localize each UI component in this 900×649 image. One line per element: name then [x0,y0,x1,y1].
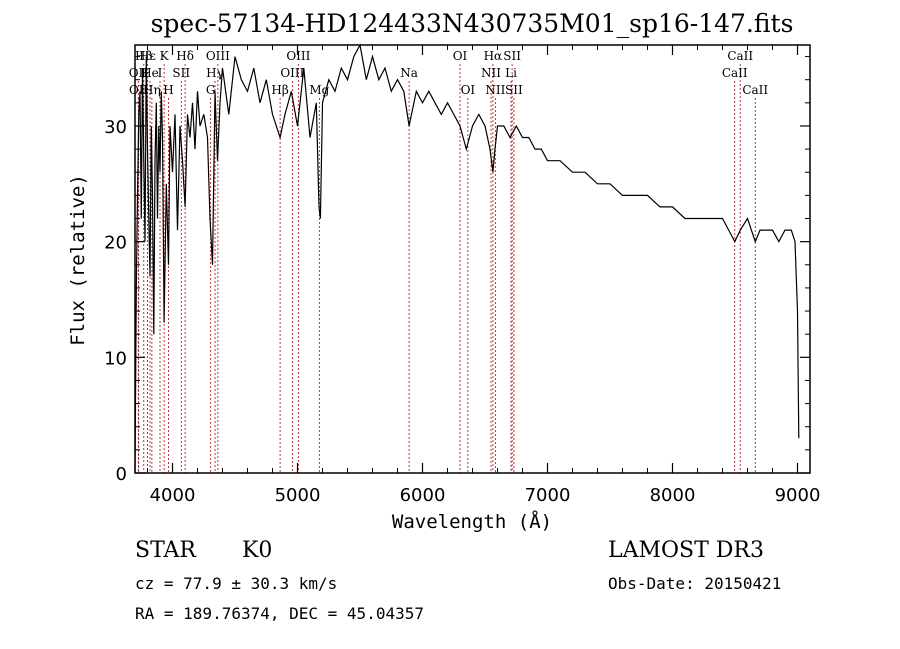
line-marker-label: OI [461,83,476,97]
line-marker-label: SII [505,83,523,97]
line-marker-label: Hα [484,49,503,63]
line-marker-label: CaII [722,66,748,80]
x-tick-label: 8000 [650,485,696,506]
line-marker-label: OIII [206,49,230,63]
line-marker-label: He [141,66,159,80]
line-marker-label: Hγ [206,66,224,80]
line-marker-label: H [163,83,173,97]
line-marker-label: OIII [286,49,310,63]
y-tick-label: 0 [116,464,127,485]
line-marker-label: CaII [727,49,753,63]
line-marker-label: Li [505,66,517,80]
line-marker-label: NII [485,83,505,97]
x-tick-label: 9000 [775,485,821,506]
line-marker-label: K [160,49,170,63]
y-tick-label: 20 [104,233,127,254]
line-marker-label: OII [129,83,149,97]
line-marker-label: SII [172,66,190,80]
line-marker-label: Hβ [271,83,288,97]
line-marker-label: Hβ [135,49,152,63]
line-marker-label: SII [503,49,521,63]
x-axis-ticks: 4000 5000 6000 7000 8000 9000 [147,45,821,506]
line-marker-label: OIII [280,66,304,80]
spectrum-line [134,43,800,474]
y-tick-label: 10 [104,348,127,369]
line-marker-label: Hδ [176,49,194,63]
plot-frame [134,44,811,474]
y-axis-ticks: 0 10 20 30 [104,56,810,485]
line-marker-label: CaII [742,83,768,97]
object-subclass: K0 [242,538,273,563]
line-markers [137,64,756,473]
y-axis-title: Flux (relative) [67,174,89,346]
line-marker-label: OI [453,49,468,63]
survey-name: LAMOST DR3 [608,538,764,563]
x-tick-label: 4000 [150,485,196,506]
chart-title: spec-57134-HD124433N430735M01_sp16-147.f… [151,9,794,38]
line-marker-label: Mg [309,83,329,97]
line-marker-label: NII [481,66,501,80]
y-tick-label: 30 [104,117,127,138]
object-class: STAR [135,538,196,563]
line-marker-label: I [158,66,163,80]
line-marker-label: Hε [139,49,156,63]
coords-line: RA = 189.76374, DEC = 45.04357 [135,604,424,623]
line-marker-label: G [206,83,216,97]
line-marker-labels: Hβ OII OII Hε He Hη KIH Hδ SII OIII Hγ G OIII OIII Hβ M… [129,49,769,97]
x-tick-label: 5000 [275,485,321,506]
line-marker-label: Na [400,66,418,80]
x-tick-label: 7000 [525,485,571,506]
line-marker-label: OII [129,66,149,80]
x-tick-label: 6000 [400,485,446,506]
line-marker-label: Hη [143,83,161,97]
redshift-line: cz = 77.9 ± 30.3 km/s [135,574,338,593]
obs-date-line: Obs-Date: 20150421 [608,574,782,593]
x-axis-title: Wavelength (Å) [392,510,552,533]
